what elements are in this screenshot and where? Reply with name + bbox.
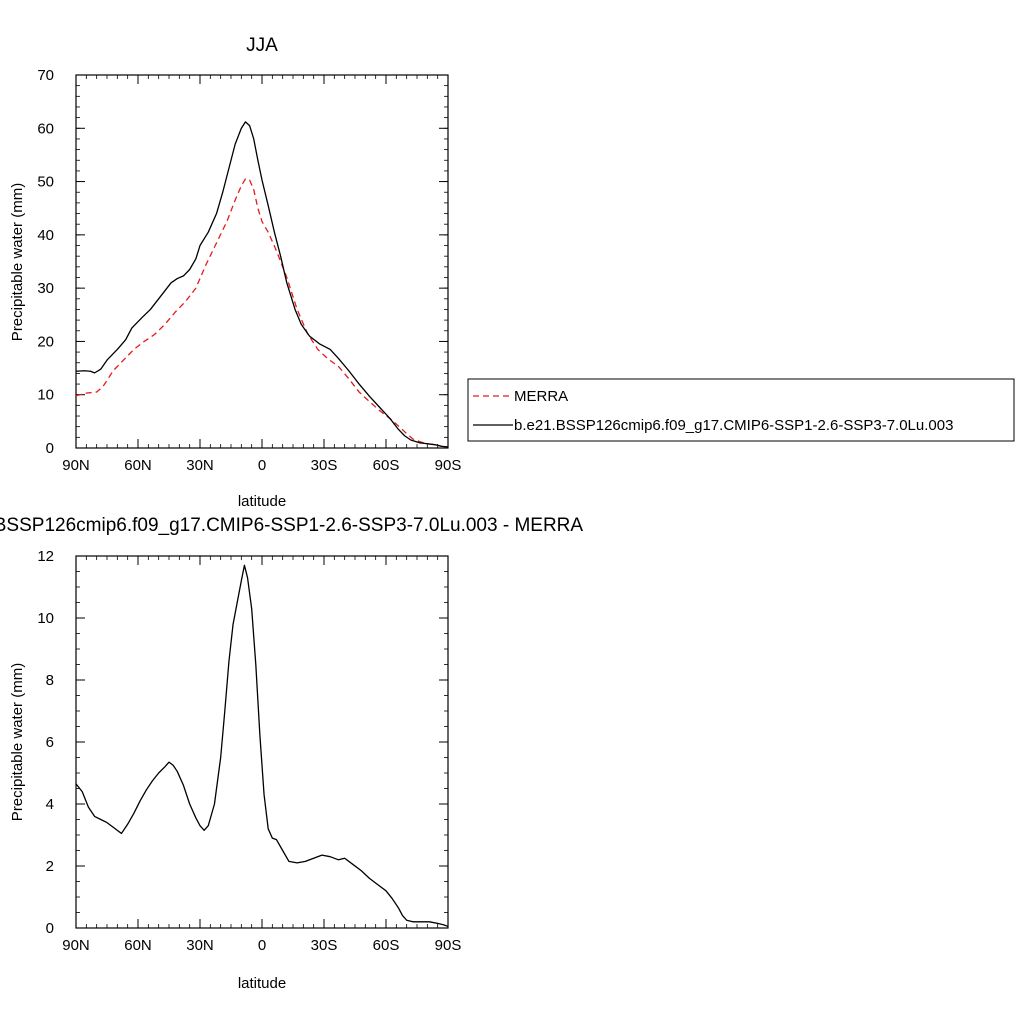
legend-entry-model: b.e21.BSSP126cmip6.f09_g17.CMIP6-SSP1-2.… xyxy=(514,417,953,434)
bottom-plot-frame xyxy=(75,555,449,929)
bottom-x-tick-label: 90S xyxy=(435,937,462,954)
bottom-x-tick-label: 60S xyxy=(373,937,400,954)
top-y-tick-label: 70 xyxy=(37,67,54,84)
top-y-tick-label: 0 xyxy=(46,440,54,457)
bottom-y-tick-label: 12 xyxy=(37,548,54,565)
top-x-tick-label: 60N xyxy=(124,457,152,474)
bottom-y-tick-label: 2 xyxy=(46,858,54,875)
top-x-tick-label: 60S xyxy=(373,457,400,474)
bottom-x-tick-label: 60N xyxy=(124,937,152,954)
top-y-tick-label: 10 xyxy=(37,387,54,404)
legend-entry-merra: MERRA xyxy=(514,388,568,405)
bottom-x-axis-label: latitude xyxy=(238,975,286,992)
top-plot-area: 90N 60N 30N 0 30S 60S 90S 0 10 20 30 40 50 60 70 xyxy=(37,67,461,474)
top-y-tick-label: 20 xyxy=(37,333,54,350)
top-y-tick-label: 30 xyxy=(37,280,54,297)
bottom-y-tick-label: 4 xyxy=(46,796,54,813)
top-y-tick-label: 50 xyxy=(37,174,54,191)
bottom-y-tick-label: 8 xyxy=(46,672,54,689)
bottom-panel: b.e21.BSSP126cmip6.f09_g17.CMIP6-SSP1-2.… xyxy=(0,515,583,992)
bottom-y-tick-label: 6 xyxy=(46,734,54,751)
bottom-x-tick-label: 0 xyxy=(258,937,266,954)
bottom-y-tick-label: 0 xyxy=(46,920,54,937)
legend-box xyxy=(467,378,1015,442)
bottom-y-axis-label: Precipitable water (mm) xyxy=(9,663,26,821)
top-y-axis-label: Precipitable water (mm) xyxy=(9,183,26,341)
top-panel: JJA latitude Precipitable water (mm) 90N… xyxy=(9,35,1015,510)
top-x-tick-label: 30S xyxy=(311,457,338,474)
top-x-tick-label: 90S xyxy=(435,457,462,474)
bottom-plot-area: 90N 60N 30N 0 30S 60S 90S 0 2 4 6 8 10 12 xyxy=(37,548,461,954)
top-series-line-model xyxy=(75,121,449,448)
top-plot-frame xyxy=(75,74,449,449)
bottom-x-tick-label: 30N xyxy=(186,937,214,954)
bottom-chart-title: b.e21.BSSP126cmip6.f09_g17.CMIP6-SSP1-2.… xyxy=(0,515,583,536)
top-series-line-merra xyxy=(75,178,449,448)
top-x-tick-label: 90N xyxy=(62,457,90,474)
legend: MERRA b.e21.BSSP126cmip6.f09_g17.CMIP6-S… xyxy=(467,378,1015,442)
bottom-y-tick-label: 10 xyxy=(37,610,54,627)
top-x-axis-label: latitude xyxy=(238,493,286,510)
bottom-x-tick-label: 90N xyxy=(62,937,90,954)
top-y-tick-label: 40 xyxy=(37,227,54,244)
top-y-tick-label: 60 xyxy=(37,120,54,137)
top-x-tick-label: 30N xyxy=(186,457,214,474)
bottom-x-tick-label: 30S xyxy=(311,937,338,954)
top-chart-title: JJA xyxy=(246,35,278,56)
top-x-tick-label: 0 xyxy=(258,457,266,474)
bottom-series-line-difference xyxy=(75,564,449,928)
